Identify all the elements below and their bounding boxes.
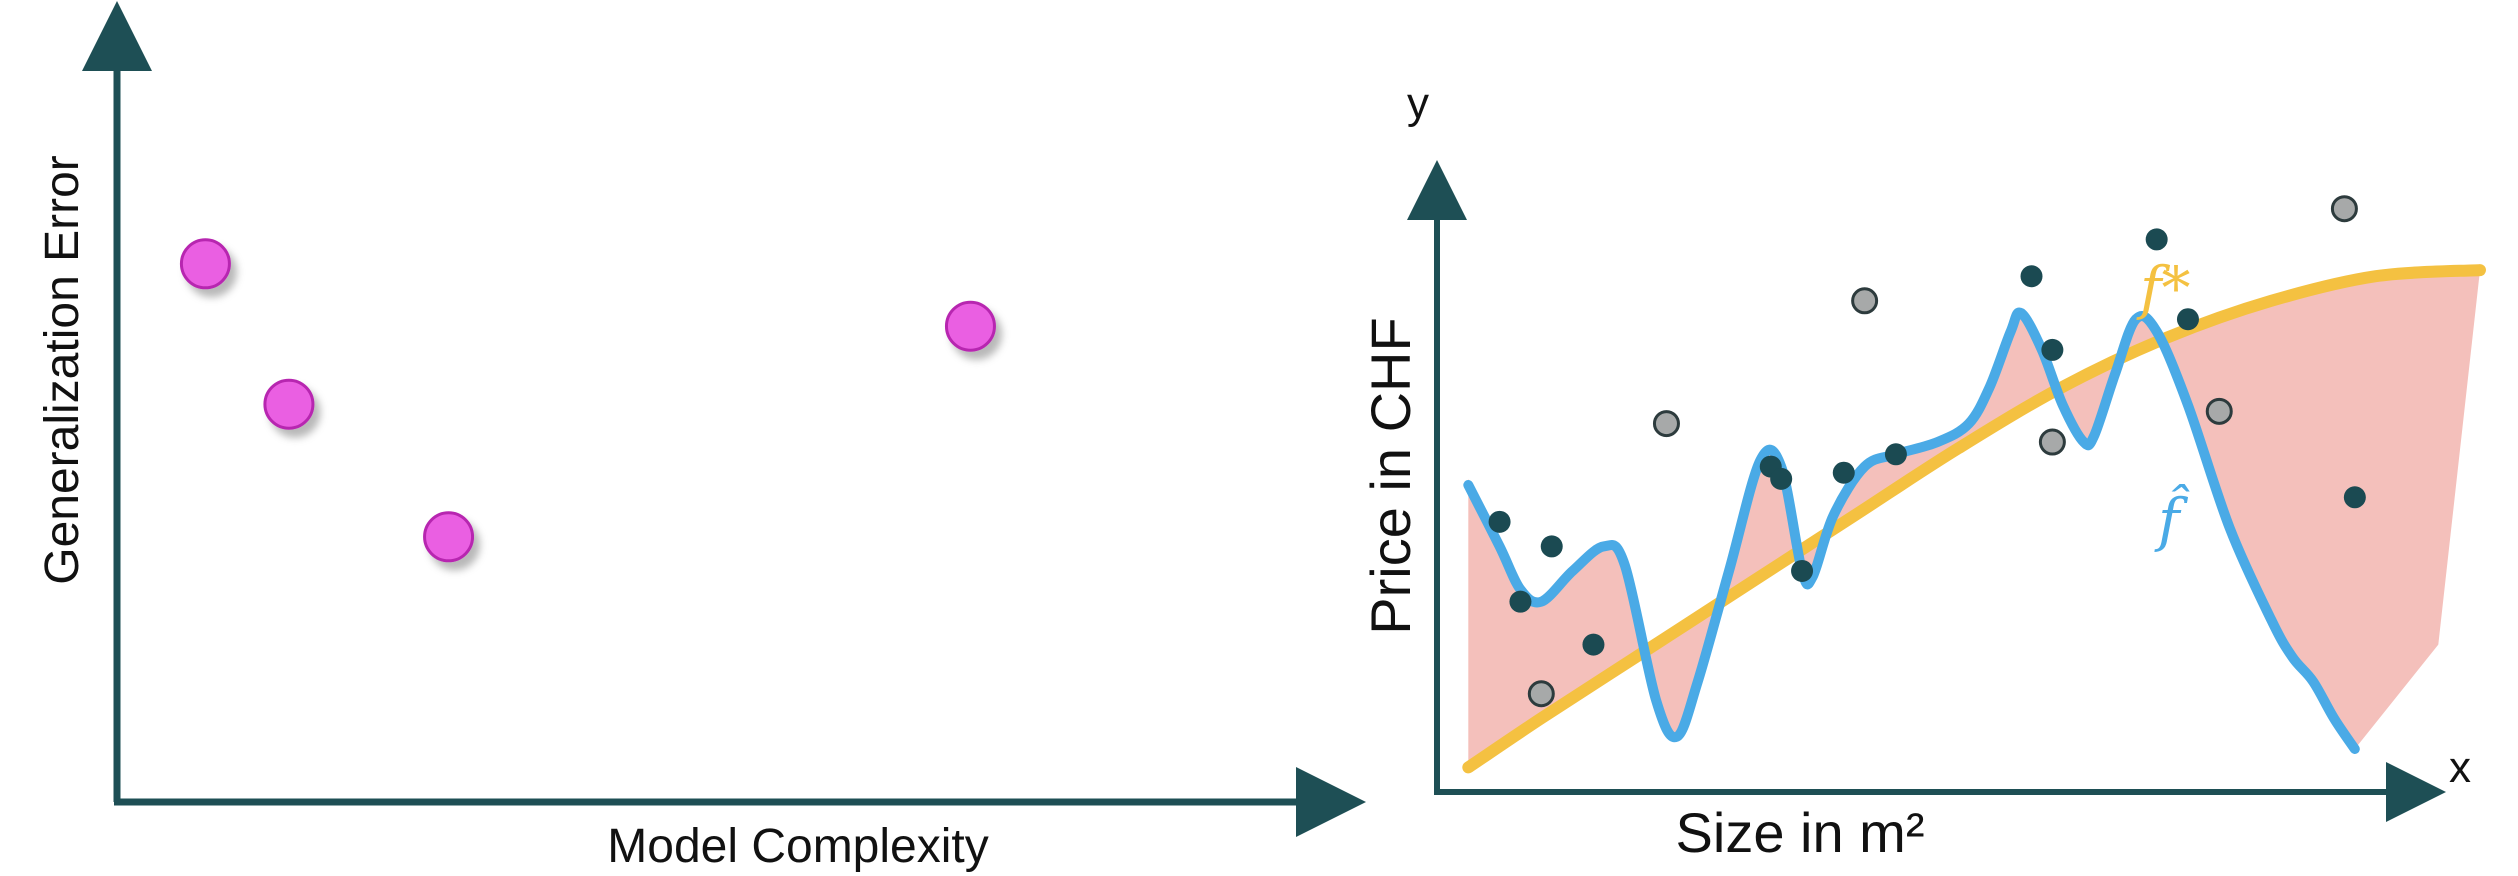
training-point-3: [1540, 535, 1563, 558]
unseen-data-points: [1527, 195, 2358, 708]
left-point-3: [423, 511, 475, 563]
left-y-axis-label: Generalization Error: [36, 155, 89, 585]
fhat-legend-label: f̂: [2154, 483, 2191, 554]
training-point-8: [1832, 461, 1855, 484]
left-point-2: [263, 378, 315, 430]
unseen-point-4: [2038, 428, 2066, 456]
unseen-point-3: [1851, 287, 1879, 315]
left-point-4: [944, 300, 996, 352]
unseen-point-5: [2205, 397, 2233, 425]
right-chart: y x Price in CHF Size in m² f* f̂: [1359, 79, 2486, 864]
training-point-13: [2176, 308, 2199, 331]
training-point-6: [1770, 467, 1793, 490]
training-point-10: [2020, 265, 2043, 288]
right-y-axis-name: y: [1407, 79, 1429, 128]
training-point-12: [2145, 228, 2168, 251]
training-point-1: [1488, 510, 1511, 533]
left-point-1: [179, 238, 231, 290]
error-fill-region: [1468, 270, 2480, 768]
left-x-axis-label: Model Complexity: [607, 820, 988, 873]
right-x-axis-label: Size in m²: [1676, 801, 1925, 864]
unseen-point-1: [1527, 680, 1555, 708]
training-point-9: [1884, 443, 1907, 466]
right-x-axis-name: x: [2449, 743, 2471, 792]
left-scatter-points: [179, 238, 996, 563]
unseen-point-2: [1652, 410, 1680, 438]
left-chart: Generalization Error Model Complexity: [36, 1, 1366, 873]
unseen-point-6: [2330, 195, 2358, 223]
training-point-7: [1791, 559, 1814, 582]
fstar-legend-label: f*: [2136, 254, 2190, 322]
training-point-4: [1582, 633, 1605, 656]
fitted-function-curve: [1463, 307, 2360, 754]
training-point-11: [2041, 338, 2064, 361]
right-y-axis-label: Price in CHF: [1359, 317, 1422, 634]
training-data-points: [1488, 228, 2366, 656]
training-point-14: [2343, 486, 2366, 509]
true-function-curve: [1462, 264, 2486, 774]
training-point-2: [1509, 590, 1532, 613]
